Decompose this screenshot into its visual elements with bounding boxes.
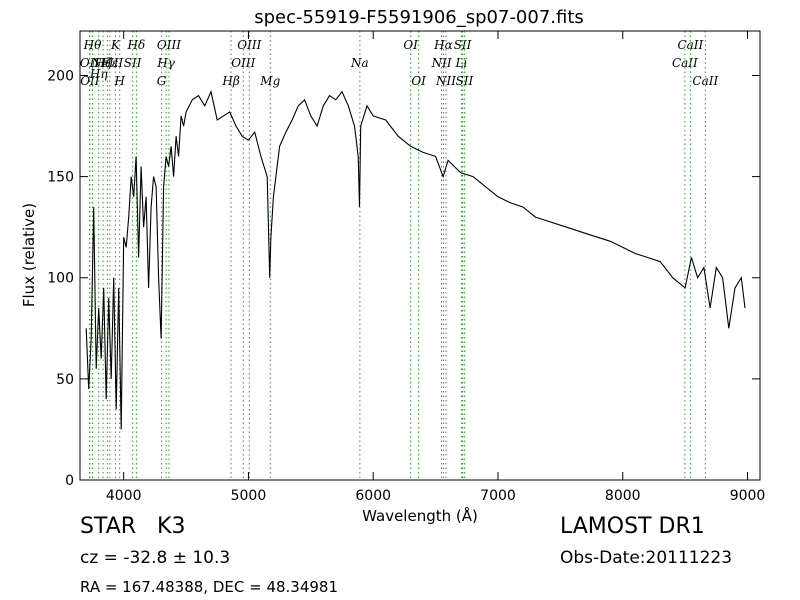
y-tick-label-2: 100: [47, 271, 74, 287]
x-tick-label-0: 4000: [106, 488, 142, 504]
marker-label-20: OI: [411, 74, 426, 88]
marker-label-7: K: [110, 38, 121, 52]
x-tick-label-4: 8000: [605, 488, 641, 504]
y-tick-label-1: 50: [56, 372, 74, 388]
marker-label-1: OII: [80, 74, 100, 88]
y-tick-label-3: 150: [47, 170, 74, 186]
axis-ticks: 4000 5000 6000 7000 8000 9000 0 50 100 150 200: [47, 31, 765, 504]
marker-label-17: Mg: [259, 74, 280, 88]
y-axis-label: Flux (relative): [20, 203, 38, 307]
marker-label-19: OI: [403, 38, 418, 52]
marker-label-2: Hθ: [83, 38, 102, 52]
x-tick-label-3: 7000: [480, 488, 516, 504]
marker-label-13: OIII: [157, 38, 181, 52]
y-tick-label-4: 200: [47, 68, 74, 84]
plot-frame: [79, 30, 761, 481]
y-tick-label-0: 0: [65, 473, 74, 489]
x-tick-label-2: 6000: [355, 488, 391, 504]
marker-label-8: H: [113, 74, 125, 88]
marker-label-27: CaII: [672, 56, 698, 70]
marker-label-6: Hε: [100, 56, 118, 70]
marker-label-26: SII: [456, 74, 474, 88]
marker-label-15: OIII: [231, 56, 255, 70]
marker-label-14: Hβ: [221, 74, 239, 88]
spectrum-line: [85, 89, 746, 430]
object-subclass: K3: [157, 514, 186, 539]
marker-label-4: Hζ: [94, 56, 113, 70]
x-axis-label: Wavelength (Å): [362, 506, 478, 525]
marker-label-9: SII: [124, 56, 142, 70]
survey-name: LAMOST DR1: [560, 514, 705, 539]
marker-label-12: Hγ: [156, 56, 175, 70]
x-tick-label-1: 5000: [231, 488, 267, 504]
marker-label-16: OIII: [237, 38, 261, 52]
marker-label-22: Hα: [433, 38, 453, 52]
marker-label-11: G: [157, 74, 167, 88]
emission-line-markers: OIIOIIHθHηHζNeIIIHεKHSIIHδGHγOIIIHβOIIIO…: [80, 31, 719, 480]
marker-label-10: Hδ: [127, 38, 146, 52]
marker-label-21: NII: [431, 56, 452, 70]
marker-label-18: Na: [350, 56, 369, 70]
marker-label-23: NII: [435, 74, 456, 88]
marker-label-25: SII: [454, 38, 472, 52]
marker-label-24: Li: [455, 56, 468, 70]
chart-title: spec-55919-F5591906_sp07-007.fits: [254, 7, 584, 28]
coordinates-readout: RA = 167.48388, DEC = 48.34981: [80, 578, 339, 596]
x-tick-label-5: 9000: [730, 488, 766, 504]
redshift-readout: cz = -32.8 ± 10.3: [80, 548, 231, 568]
marker-label-28: CaII: [677, 38, 703, 52]
object-class: STAR: [80, 514, 137, 539]
observation-date: Obs-Date:20111223: [560, 548, 733, 568]
marker-label-29: CaII: [692, 74, 718, 88]
